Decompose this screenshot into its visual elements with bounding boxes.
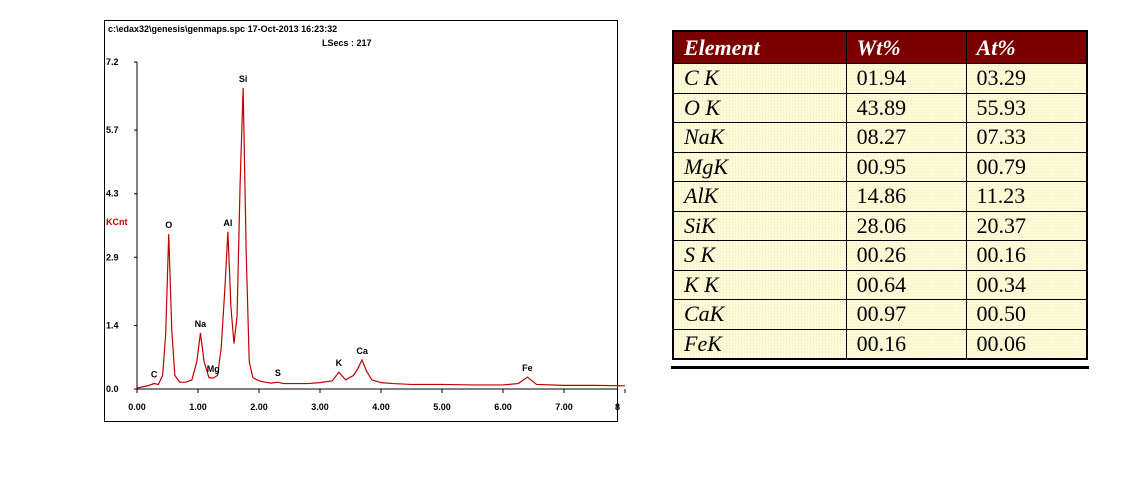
table-row: CaK 00.97 00.50	[672, 299, 1088, 330]
element-cell: NaK	[672, 122, 847, 153]
value-cell: 07.33	[965, 122, 1088, 153]
y-tick-label: 0.0	[106, 384, 119, 394]
y-axis-label: KCnt	[106, 217, 128, 227]
peak-label: Mg	[207, 364, 220, 374]
table-row: MgK 00.95 00.79	[672, 151, 1088, 182]
value-cell: 08.27	[845, 122, 967, 153]
value-cell: 00.16	[845, 328, 967, 360]
header-cell: At%	[965, 30, 1088, 64]
value-cell: 20.37	[965, 210, 1088, 241]
value-cell: 28.06	[845, 210, 967, 241]
table-row: C K 01.94 03.29	[672, 63, 1088, 94]
peak-label: Si	[239, 74, 248, 84]
value-cell: 00.79	[965, 151, 1088, 182]
element-cell: AlK	[672, 181, 847, 212]
value-cell: 14.86	[845, 181, 967, 212]
x-tick-label: 6.00	[494, 402, 512, 412]
value-cell: 00.34	[965, 269, 1088, 300]
table-row: AlK 14.86 11.23	[672, 181, 1088, 212]
x-tick-label: 2.00	[250, 402, 268, 412]
value-cell: 00.16	[965, 240, 1088, 271]
element-cell: O K	[672, 92, 847, 123]
table-row: NaK 08.27 07.33	[672, 122, 1088, 153]
element-cell: MgK	[672, 151, 847, 182]
value-cell: 00.06	[965, 328, 1088, 360]
header-cell: Wt%	[845, 30, 967, 64]
table-row: O K 43.89 55.93	[672, 92, 1088, 123]
peak-label: S	[275, 368, 281, 378]
value-cell: 43.89	[845, 92, 967, 123]
spectrum-line	[136, 87, 626, 389]
x-tick-label: 3.00	[311, 402, 329, 412]
peak-label: Al	[223, 218, 232, 228]
table-row: SiK 28.06 20.37	[672, 210, 1088, 241]
value-cell: 01.94	[845, 63, 967, 94]
y-tick-label: 4.3	[106, 189, 119, 199]
peak-label: Fe	[522, 363, 533, 373]
table-row: S K 00.26 00.16	[672, 240, 1088, 271]
x-tick-label: 1.00	[189, 402, 207, 412]
table-rule	[671, 366, 1089, 369]
peak-label: C	[151, 370, 158, 380]
x-tick-label: 0.00	[128, 402, 146, 412]
chart-frame	[104, 20, 618, 422]
element-cell: S K	[672, 240, 847, 271]
table-row: FeK 00.16 00.06	[672, 328, 1088, 360]
element-cell: C K	[672, 63, 847, 94]
y-tick-label: 1.4	[106, 320, 119, 330]
chart: c:\edax32\genesis\genmaps.spc 17-Oct-201…	[104, 20, 626, 422]
x-tick-label: 5.00	[433, 402, 451, 412]
value-cell: 00.64	[845, 269, 967, 300]
y-tick-label: 5.7	[106, 125, 119, 135]
value-cell: 00.95	[845, 151, 967, 182]
chart-title: c:\edax32\genesis\genmaps.spc 17-Oct-201…	[108, 24, 337, 34]
element-cell: K K	[672, 269, 847, 300]
peak-label: Na	[195, 319, 207, 329]
value-cell: 00.97	[845, 299, 967, 330]
value-cell: 00.50	[965, 299, 1088, 330]
element-cell: FeK	[672, 328, 847, 360]
header-row: Element Wt% At%	[672, 30, 1088, 64]
chart-subtitle: LSecs : 217	[322, 38, 372, 48]
table-row: K K 00.64 00.34	[672, 269, 1088, 300]
element-cell: CaK	[672, 299, 847, 330]
y-tick-label: 7.2	[106, 57, 119, 67]
value-cell: 03.29	[965, 63, 1088, 94]
peak-label: O	[165, 220, 172, 230]
y-tick-label: 2.9	[106, 252, 119, 262]
x-tick-label: 8	[615, 402, 620, 412]
x-tick-label: 4.00	[372, 402, 390, 412]
value-cell: 00.26	[845, 240, 967, 271]
x-tick-label: 7.00	[555, 402, 573, 412]
results-table: Element Wt% At% C K 01.94 03.29 O K 43.89 55.93…	[672, 30, 1088, 360]
header-cell: Element	[672, 30, 847, 64]
table-body: C K 01.94 03.29 O K 43.89 55.93 NaK 08.27 07.33 M…	[672, 63, 1088, 360]
value-cell: 55.93	[965, 92, 1088, 123]
peak-label: Ca	[356, 346, 368, 356]
element-cell: SiK	[672, 210, 847, 241]
peak-label: K	[336, 358, 343, 368]
value-cell: 11.23	[965, 181, 1088, 212]
